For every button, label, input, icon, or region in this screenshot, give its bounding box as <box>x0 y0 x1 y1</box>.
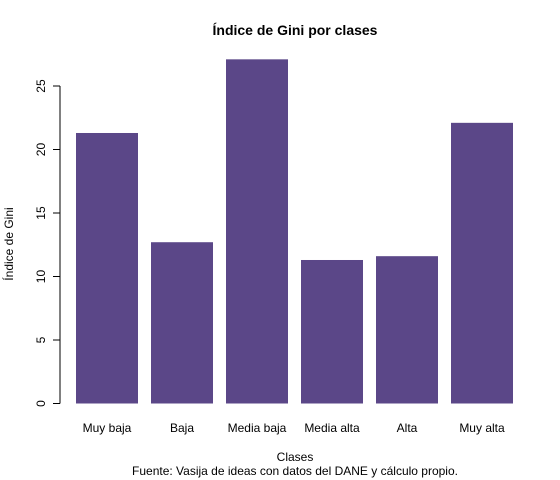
x-tick-label: Media alta <box>304 421 360 435</box>
y-tick-label: 10 <box>34 270 48 284</box>
bar-alta <box>376 256 438 404</box>
x-tick-label: Baja <box>170 421 194 435</box>
x-tick-labels: Muy baja Baja Media baja Media alta Alta Muy … <box>83 421 505 435</box>
y-tick-label: 15 <box>34 206 48 220</box>
y-axis <box>53 85 61 404</box>
chart-title: Índice de Gini por clases <box>213 22 378 38</box>
bar-media-baja <box>226 59 288 404</box>
x-tick-label: Muy baja <box>83 421 132 435</box>
x-axis-label: Clases <box>277 450 314 464</box>
y-tick-labels: 0 5 10 15 20 25 <box>34 79 48 407</box>
x-tick-label: Alta <box>397 421 418 435</box>
bar-muy-alta <box>451 122 513 404</box>
x-tick-label: Muy alta <box>459 421 505 435</box>
bar-baja <box>151 242 213 404</box>
source-caption: Fuente: Vasija de ideas con datos del DA… <box>132 464 458 478</box>
y-tick-label: 20 <box>34 143 48 157</box>
x-tick-label: Media baja <box>228 421 287 435</box>
y-tick-label: 25 <box>34 79 48 93</box>
y-tick-label: 0 <box>34 400 48 407</box>
bars-group <box>76 59 513 404</box>
bar-muy-baja <box>76 132 138 404</box>
y-axis-label: Índice de Gini <box>1 207 16 280</box>
bar-media-alta <box>301 259 363 404</box>
y-tick-label: 5 <box>34 336 48 343</box>
